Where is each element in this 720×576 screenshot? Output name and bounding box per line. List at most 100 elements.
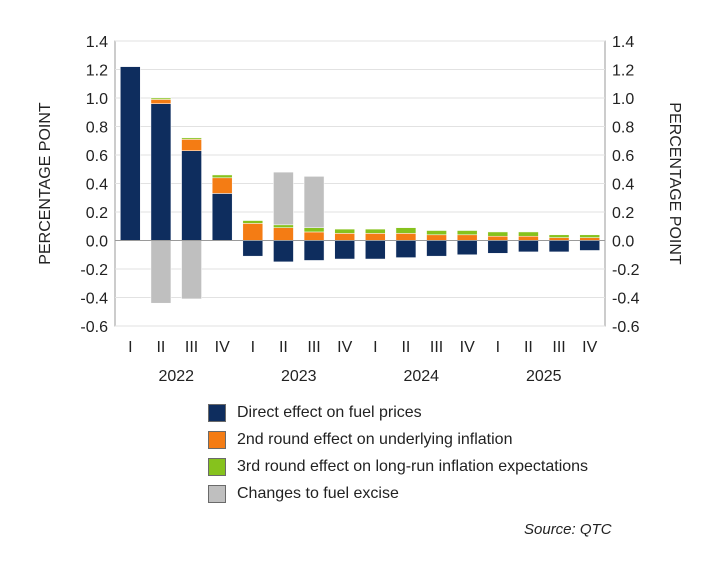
legend-swatch [208, 457, 226, 476]
y-tick-label-right: 0.4 [612, 177, 634, 194]
x-tick-label: IV [337, 339, 352, 356]
y-tick-label-left: 0.6 [86, 148, 108, 165]
x-tick-label: III [185, 339, 198, 356]
bar-segment [456, 230, 478, 236]
bar-segment [181, 150, 202, 241]
legend-item-fuel-excise: Changes to fuel excise [208, 480, 588, 507]
bar-segment [273, 240, 294, 263]
x-tick-label: III [430, 339, 443, 356]
x-tick-label: I [251, 339, 255, 356]
y-tick-label-right: 1.4 [612, 34, 634, 51]
legend-item-3rd-round: 3rd round effect on long-run inflation e… [208, 453, 588, 480]
bar-segment [395, 233, 417, 241]
bar-segment [181, 139, 202, 151]
y-axis-label-left: PERCENTAGE POINT [37, 102, 54, 265]
y-tick-label-right: 0.0 [612, 234, 634, 251]
bar-segment [303, 240, 325, 261]
x-tick-label: IV [582, 339, 597, 356]
bar-segment [487, 231, 509, 237]
bar-segment [365, 228, 386, 234]
legend-swatch [208, 430, 226, 449]
y-tick-label-left: 0.4 [86, 177, 108, 194]
legend-swatch [208, 403, 226, 422]
x-tick-label: I [128, 339, 132, 356]
bar-segment [120, 66, 141, 241]
bar-segment [303, 227, 325, 233]
bar-segment [273, 171, 294, 226]
x-tick-label: II [524, 339, 533, 356]
y-tick-label-left: 0.2 [86, 205, 108, 222]
y-tick-label-right: 0.6 [612, 148, 634, 165]
y-tick-label-right: -0.6 [612, 319, 640, 336]
x-tick-label: I [373, 339, 377, 356]
bar-segment [181, 137, 202, 140]
x-tick-label: I [496, 339, 500, 356]
bar-segment [211, 174, 233, 179]
y-tick-label-left: 1.2 [86, 63, 108, 80]
bar-segment [456, 234, 478, 241]
x-tick-label: III [307, 339, 320, 356]
year-label: 2025 [526, 368, 562, 385]
bar-segment [273, 224, 294, 228]
bar-segment [181, 240, 202, 300]
x-tick-label: II [279, 339, 288, 356]
x-tick-label: III [552, 339, 565, 356]
bar-segment [303, 231, 325, 241]
y-tick-label-right: -0.2 [612, 262, 640, 279]
bar-segment [365, 233, 386, 241]
bar-segment [548, 234, 570, 238]
x-tick-label: IV [460, 339, 475, 356]
legend-item-direct: Direct effect on fuel prices [208, 399, 588, 426]
bars [120, 66, 600, 304]
bar-segment [548, 240, 570, 253]
x-axis-ticks: I II III IV I II III IV I II III IV I II III IV [128, 339, 597, 356]
legend-swatch [208, 484, 226, 503]
bar-segment [242, 223, 264, 241]
legend-label: 3rd round effect on long-run inflation e… [237, 457, 589, 475]
bar-segment [365, 240, 386, 260]
bar-segment [334, 228, 355, 234]
year-labels: 2022 2023 2024 2025 [158, 368, 561, 385]
bar-segment [303, 176, 325, 228]
bar-segment [211, 177, 233, 194]
bar-segment [487, 240, 509, 254]
year-label: 2024 [403, 368, 439, 385]
bar-segment [150, 103, 172, 241]
bar-segment [426, 240, 447, 257]
bar-segment [456, 240, 478, 255]
bar-segment [273, 227, 294, 241]
bar-segment [518, 240, 539, 253]
x-tick-label: II [156, 339, 165, 356]
bar-segment [150, 97, 172, 100]
source-note: Source: QTC [524, 521, 612, 538]
y-tick-label-left: -0.2 [80, 262, 108, 279]
y-tick-label-right: -0.4 [612, 291, 640, 308]
y-tick-label-right: 0.2 [612, 205, 634, 222]
bar-segment [150, 240, 172, 304]
bar-segment [395, 240, 417, 258]
legend-label: Changes to fuel excise [237, 484, 399, 502]
y-tick-label-left: -0.4 [80, 291, 108, 308]
y-axis-right-ticks: -0.6 -0.4 -0.2 0.0 0.2 0.4 0.6 0.8 1.0 1.2 1.4 [612, 34, 640, 336]
bar-segment [150, 99, 172, 104]
bar-segment [487, 235, 509, 241]
bar-segment [426, 234, 447, 241]
bar-segment [242, 220, 264, 224]
x-tick-label: IV [215, 339, 230, 356]
y-tick-label-left: 0.0 [86, 234, 108, 251]
bar-segment [518, 235, 539, 241]
bar-segment [334, 233, 355, 241]
year-label: 2022 [158, 368, 194, 385]
y-tick-label-right: 0.8 [612, 120, 634, 137]
y-axis-left-ticks: -0.6 -0.4 -0.2 0.0 0.2 0.4 0.6 0.8 1.0 1.2 1.4 [80, 34, 108, 336]
bar-segment [518, 231, 539, 237]
y-tick-label-left: 1.0 [86, 91, 108, 108]
y-axis-label-right: PERCENTAGE POINT [666, 102, 683, 265]
legend: Direct effect on fuel prices 2nd round e… [208, 399, 588, 507]
bar-segment [579, 234, 600, 238]
bar-segment [242, 240, 264, 257]
bar-segment [334, 240, 355, 260]
bar-segment [395, 227, 417, 234]
x-tick-label: II [401, 339, 410, 356]
